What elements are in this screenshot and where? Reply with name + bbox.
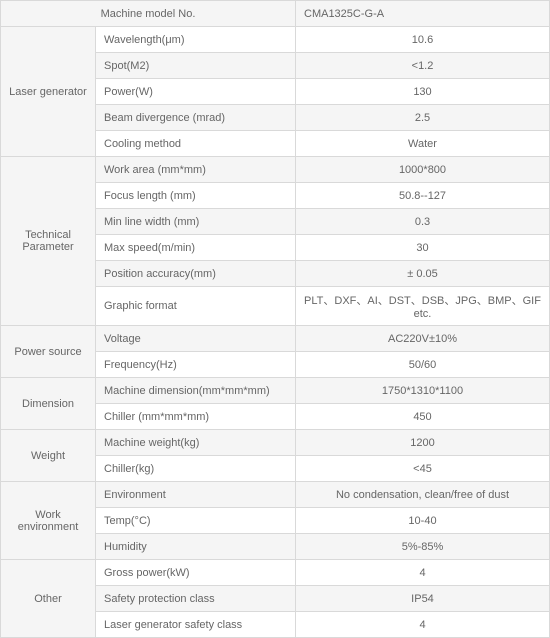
param-value: 1200 [296, 430, 550, 456]
param-value: 1000*800 [296, 157, 550, 183]
param-value: 5%-85% [296, 534, 550, 560]
param-label: Focus length (mm) [96, 183, 296, 209]
group-label: Weight [1, 430, 96, 482]
group-label: Other [1, 560, 96, 638]
param-value: 4 [296, 560, 550, 586]
param-value: <45 [296, 456, 550, 482]
param-value: 50/60 [296, 352, 550, 378]
param-label: Machine dimension(mm*mm*mm) [96, 378, 296, 404]
param-label: Safety protection class [96, 586, 296, 612]
param-value: PLT、DXF、AI、DST、DSB、JPG、BMP、GIF etc. [296, 287, 550, 326]
param-label: Humidity [96, 534, 296, 560]
param-label: Cooling method [96, 131, 296, 157]
param-value: 4 [296, 612, 550, 638]
param-label: Chiller (mm*mm*mm) [96, 404, 296, 430]
param-label: Frequency(Hz) [96, 352, 296, 378]
param-label: Power(W) [96, 79, 296, 105]
param-value: <1.2 [296, 53, 550, 79]
group-label: Dimension [1, 378, 96, 430]
param-label: Temp(°C) [96, 508, 296, 534]
param-value: No condensation, clean/free of dust [296, 482, 550, 508]
param-label: Spot(M2) [96, 53, 296, 79]
group-label: Work environment [1, 482, 96, 560]
param-value: 10-40 [296, 508, 550, 534]
param-label: Voltage [96, 326, 296, 352]
param-label: Environment [96, 482, 296, 508]
param-value: Water [296, 131, 550, 157]
param-label: Graphic format [96, 287, 296, 326]
param-label: Position accuracy(mm) [96, 261, 296, 287]
param-value: 50.8--127 [296, 183, 550, 209]
group-label: Technical Parameter [1, 157, 96, 326]
param-value: 2.5 [296, 105, 550, 131]
header-model-label: Machine model No. [1, 1, 296, 27]
param-label: Work area (mm*mm) [96, 157, 296, 183]
param-value: 1750*1310*1100 [296, 378, 550, 404]
param-label: Chiller(kg) [96, 456, 296, 482]
group-label: Power source [1, 326, 96, 378]
param-label: Machine weight(kg) [96, 430, 296, 456]
param-value: IP54 [296, 586, 550, 612]
group-label: Laser generator [1, 27, 96, 157]
param-label: Wavelength(μm) [96, 27, 296, 53]
param-label: Max speed(m/min) [96, 235, 296, 261]
param-label: Min line width (mm) [96, 209, 296, 235]
param-label: Gross power(kW) [96, 560, 296, 586]
param-value: AC220V±10% [296, 326, 550, 352]
param-value: ± 0.05 [296, 261, 550, 287]
param-value: 30 [296, 235, 550, 261]
header-model-value: CMA1325C-G-A [296, 1, 550, 27]
param-label: Laser generator safety class [96, 612, 296, 638]
param-value: 0.3 [296, 209, 550, 235]
param-value: 450 [296, 404, 550, 430]
param-label: Beam divergence (mrad) [96, 105, 296, 131]
param-value: 130 [296, 79, 550, 105]
spec-table: Machine model No.CMA1325C-G-A Laser gener… [0, 0, 550, 638]
param-value: 10.6 [296, 27, 550, 53]
